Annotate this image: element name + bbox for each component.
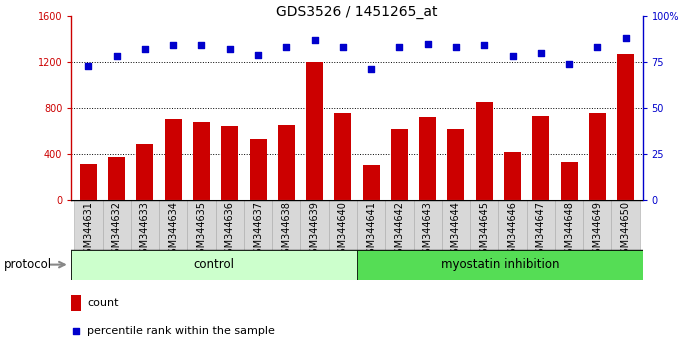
FancyBboxPatch shape (442, 200, 470, 250)
Bar (335, 113, 352, 200)
Bar (589, 113, 606, 200)
Bar (504, 152, 521, 200)
FancyBboxPatch shape (328, 200, 357, 250)
FancyBboxPatch shape (159, 200, 187, 250)
Text: GDS3526 / 1451265_at: GDS3526 / 1451265_at (276, 5, 438, 19)
FancyBboxPatch shape (357, 200, 386, 250)
Point (366, 67, 377, 72)
Text: GSM344632: GSM344632 (112, 201, 122, 261)
Text: control: control (194, 258, 235, 271)
Text: GSM344637: GSM344637 (253, 201, 263, 261)
Text: GSM344635: GSM344635 (197, 201, 207, 261)
Text: GSM344647: GSM344647 (536, 201, 546, 261)
Bar (447, 129, 464, 200)
Bar (80, 164, 97, 200)
Text: protocol: protocol (3, 258, 52, 271)
FancyBboxPatch shape (555, 200, 583, 250)
Text: GSM344643: GSM344643 (423, 201, 432, 261)
Point (451, 44, 462, 50)
FancyBboxPatch shape (527, 200, 555, 250)
Bar (391, 129, 408, 200)
Bar (137, 144, 154, 200)
Point (112, 53, 122, 59)
Bar (560, 162, 577, 200)
FancyBboxPatch shape (216, 200, 244, 250)
Text: GSM344645: GSM344645 (479, 201, 489, 261)
Bar (419, 117, 436, 200)
FancyBboxPatch shape (583, 200, 611, 250)
Bar (357, 250, 643, 280)
Point (309, 37, 320, 43)
FancyBboxPatch shape (103, 200, 131, 250)
FancyBboxPatch shape (301, 200, 328, 250)
Text: count: count (87, 298, 118, 308)
FancyBboxPatch shape (470, 200, 498, 250)
Point (620, 35, 631, 41)
FancyBboxPatch shape (74, 200, 103, 250)
Bar (278, 125, 295, 200)
Bar (617, 54, 634, 200)
Bar (108, 158, 125, 200)
Text: GSM344638: GSM344638 (282, 201, 291, 261)
Point (394, 44, 405, 50)
Bar (71, 250, 357, 280)
Point (281, 44, 292, 50)
Bar (306, 62, 323, 200)
Bar (193, 122, 210, 200)
Point (592, 44, 602, 50)
Point (507, 53, 518, 59)
Text: GSM344642: GSM344642 (394, 201, 405, 261)
Point (252, 52, 263, 57)
Text: GSM344650: GSM344650 (621, 201, 630, 261)
Point (535, 50, 546, 56)
Text: GSM344636: GSM344636 (225, 201, 235, 261)
Text: GSM344648: GSM344648 (564, 201, 574, 261)
FancyBboxPatch shape (611, 200, 640, 250)
Text: GSM344646: GSM344646 (507, 201, 517, 261)
Text: GSM344639: GSM344639 (309, 201, 320, 261)
Point (564, 61, 575, 67)
Point (479, 42, 490, 48)
Point (196, 42, 207, 48)
FancyBboxPatch shape (272, 200, 301, 250)
FancyBboxPatch shape (244, 200, 272, 250)
Text: GSM344634: GSM344634 (168, 201, 178, 261)
Text: myostatin inhibition: myostatin inhibition (441, 258, 559, 271)
FancyBboxPatch shape (413, 200, 442, 250)
Text: GSM344633: GSM344633 (140, 201, 150, 261)
Bar (362, 165, 379, 200)
Point (71, 328, 82, 334)
Bar (165, 119, 182, 200)
Bar (532, 116, 549, 200)
Text: GSM344649: GSM344649 (592, 201, 602, 261)
Point (224, 46, 235, 52)
Point (168, 42, 179, 48)
Text: GSM344644: GSM344644 (451, 201, 461, 261)
Point (139, 46, 150, 52)
Text: percentile rank within the sample: percentile rank within the sample (87, 326, 275, 336)
Bar (476, 102, 493, 200)
Text: GSM344640: GSM344640 (338, 201, 348, 261)
Bar (250, 139, 267, 200)
FancyBboxPatch shape (187, 200, 216, 250)
FancyBboxPatch shape (131, 200, 159, 250)
Point (422, 41, 433, 46)
FancyBboxPatch shape (498, 200, 527, 250)
Bar (221, 126, 238, 200)
Point (83, 63, 94, 68)
Text: GSM344641: GSM344641 (366, 201, 376, 261)
FancyBboxPatch shape (386, 200, 413, 250)
Point (337, 44, 348, 50)
Text: GSM344631: GSM344631 (84, 201, 93, 261)
Bar (71, 295, 82, 310)
